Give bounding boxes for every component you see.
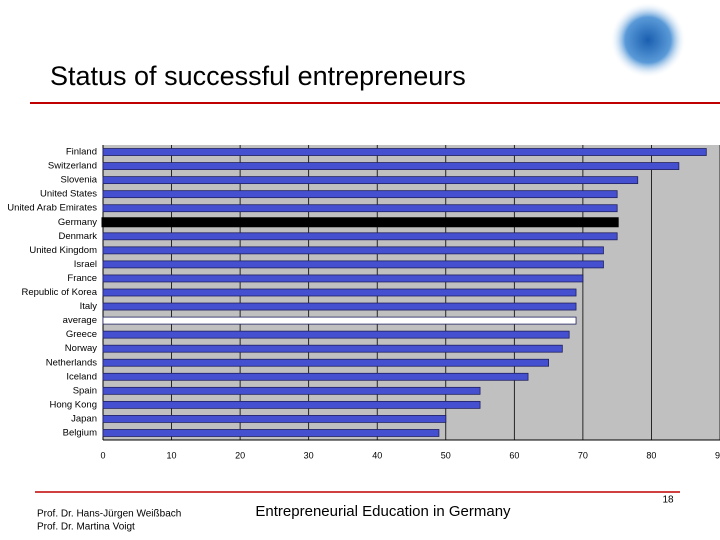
y-tick-label: Norway [65,343,97,354]
bar [102,260,604,269]
bar [102,372,529,381]
bar [102,176,639,185]
y-tick-label: Germany [58,217,97,228]
y-tick-label: Slovenia [61,175,98,186]
y-tick-label: Finland [66,147,97,158]
bar [102,316,577,325]
bar [102,274,584,283]
x-tick-label: 10 [167,450,177,460]
y-tick-label: Italy [80,301,98,312]
y-tick-label: Iceland [66,371,97,382]
y-tick-label: Greece [66,329,97,340]
bar [102,415,447,423]
bar [102,288,577,297]
x-tick-label: 20 [235,450,245,460]
bar [102,344,563,353]
x-tick-label: 30 [304,450,314,460]
bar [102,148,707,156]
page-number: 18 [662,495,674,506]
y-tick-label: Belgium [63,427,97,438]
bar [101,217,619,228]
author: Prof. Dr. Hans-Jürgen Weißbach [37,509,181,520]
logo [610,2,686,78]
bar [102,429,440,437]
y-tick-label: France [67,273,97,284]
slide-title: Status of successful entrepreneurs [50,61,466,91]
x-tick-label: 60 [509,450,519,460]
author: Prof. Dr. Martina Voigt [37,522,135,533]
bar [102,330,570,339]
bar [102,190,618,199]
y-tick-label: Spain [73,385,97,396]
x-tick-label: 80 [646,450,656,460]
bar [102,358,550,367]
y-tick-label: Japan [71,413,97,424]
x-tick-label: 40 [372,450,382,460]
bar [102,232,618,241]
x-tick-label: 70 [578,450,588,460]
y-tick-label: Hong Kong [49,399,97,410]
y-tick-label: Switzerland [48,161,97,172]
bar [102,386,481,395]
bar [102,400,481,409]
y-tick-label: Israel [74,259,97,270]
bar [102,162,680,170]
y-tick-label: Republic of Korea [21,287,97,298]
y-tick-label: United States [40,189,97,200]
x-tick-label: 90 [715,450,720,460]
x-tick-label: 50 [441,450,451,460]
bar [102,246,604,255]
y-tick-label: average [63,315,97,326]
y-tick-label: United Arab Emirates [7,203,97,214]
y-tick-label: Denmark [58,231,97,242]
bar [102,302,577,311]
y-tick-label: United Kingdom [29,245,97,256]
x-tick-label: 0 [100,450,105,460]
bar [102,204,618,213]
footer-center: Entrepreneurial Education in Germany [255,503,511,520]
y-tick-label: Netherlands [46,357,97,368]
